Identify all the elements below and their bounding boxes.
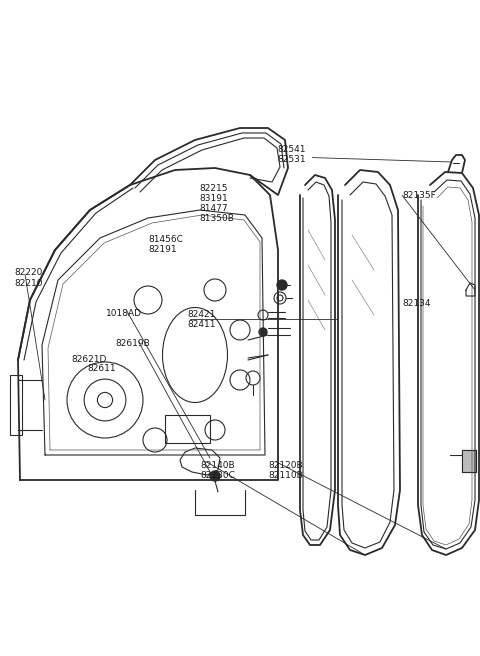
Text: 81456C: 81456C — [149, 235, 184, 244]
Text: 82110B: 82110B — [269, 471, 303, 480]
Text: 82541: 82541 — [277, 145, 306, 154]
Circle shape — [277, 280, 287, 290]
Text: 82135F: 82135F — [402, 191, 436, 200]
Text: 82134: 82134 — [402, 298, 431, 308]
Text: 82215: 82215 — [199, 184, 228, 194]
Text: 82531: 82531 — [277, 155, 306, 164]
Text: 82621D: 82621D — [71, 355, 107, 364]
Bar — [462, 450, 476, 472]
Text: 82120B: 82120B — [269, 461, 303, 470]
Text: 81350B: 81350B — [199, 214, 234, 223]
Circle shape — [210, 471, 220, 481]
Text: 82130C: 82130C — [201, 471, 236, 480]
Text: 83191: 83191 — [199, 194, 228, 203]
Text: 82611: 82611 — [88, 364, 117, 373]
Text: 82421: 82421 — [187, 310, 216, 319]
Bar — [10, 375, 22, 435]
Bar — [462, 450, 476, 472]
Text: 82411: 82411 — [187, 320, 216, 329]
Text: 82619B: 82619B — [115, 339, 150, 348]
Text: 82220: 82220 — [14, 268, 43, 277]
Text: 82140B: 82140B — [201, 461, 235, 470]
Circle shape — [259, 328, 267, 336]
Bar — [462, 450, 476, 472]
Text: 1018AD: 1018AD — [106, 309, 142, 318]
Text: 82191: 82191 — [149, 245, 178, 254]
Text: 81477: 81477 — [199, 204, 228, 213]
Bar — [165, 415, 210, 443]
Text: 82210: 82210 — [14, 279, 43, 288]
